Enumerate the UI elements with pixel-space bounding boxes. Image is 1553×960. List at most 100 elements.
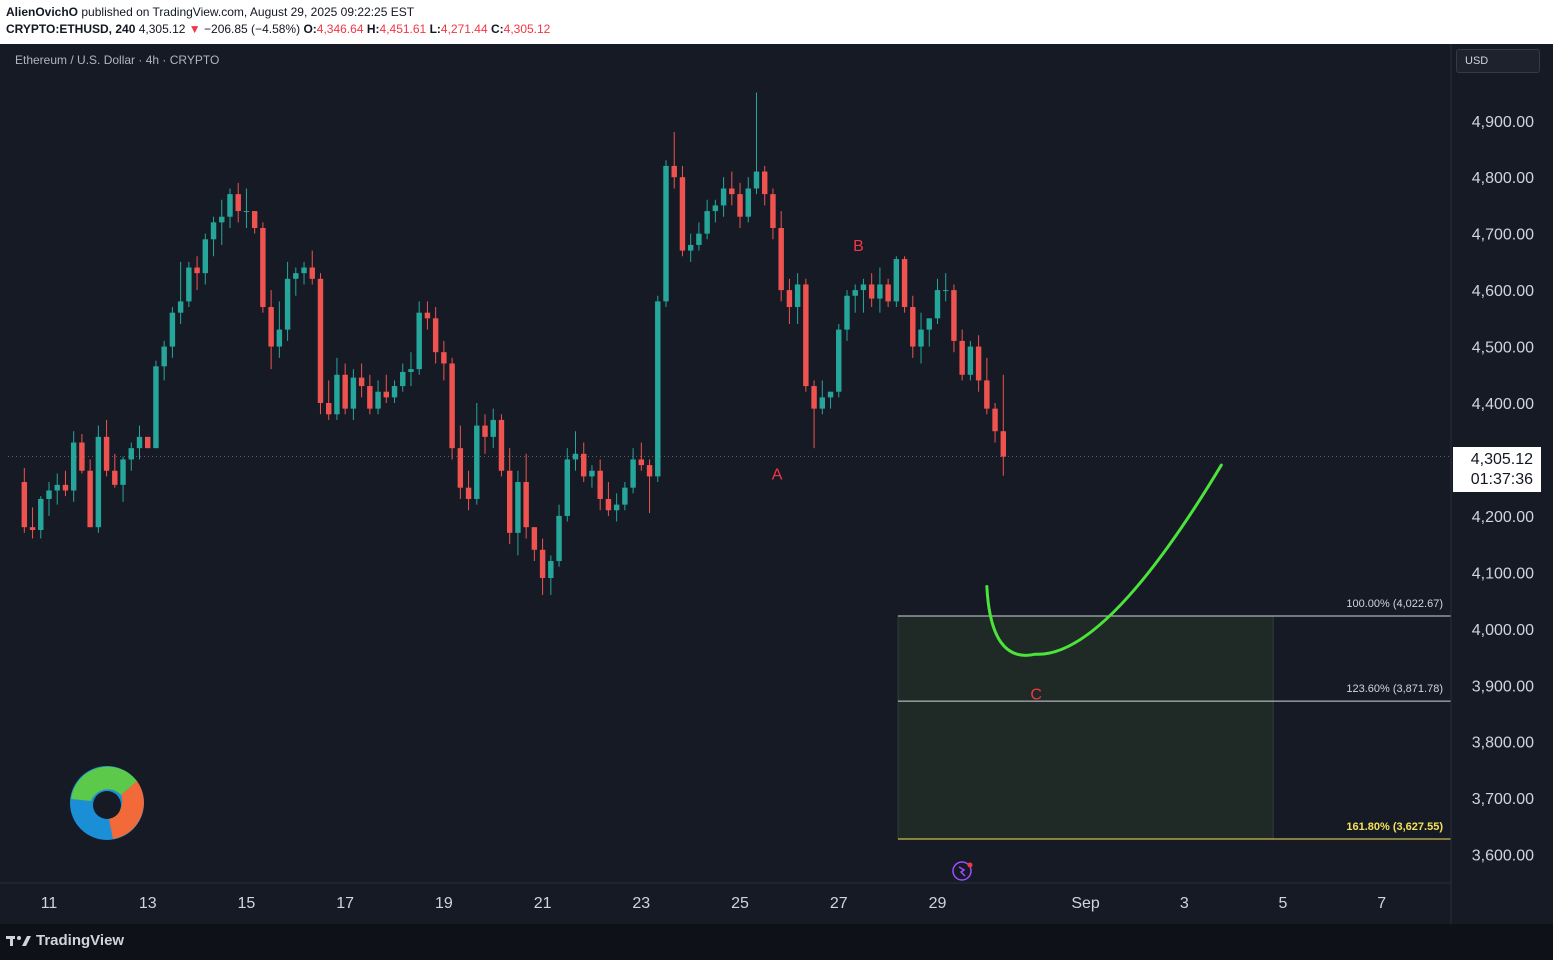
y-tick-label: 3,600.00 <box>1472 848 1534 865</box>
event-marker-ring <box>952 861 972 881</box>
low-value: 4,271.44 <box>440 22 488 36</box>
candle-body <box>679 177 686 251</box>
candle-body <box>942 290 949 292</box>
candle-body <box>844 295 850 330</box>
last-price-value: 4,305.12 <box>1470 451 1533 468</box>
candle-body <box>70 442 77 491</box>
candle-body <box>655 301 661 477</box>
publish-line: AlienOvichO published on TradingView.com… <box>6 5 414 19</box>
y-tick-label: 4,100.00 <box>1472 565 1534 582</box>
candle-body <box>638 459 645 466</box>
x-tick-label: 11 <box>41 895 58 912</box>
candle-body <box>358 377 365 387</box>
projected-path-curve <box>985 463 1223 657</box>
y-tick-label: 4,600.00 <box>1472 283 1534 300</box>
candle-body <box>581 453 587 477</box>
candle-body <box>794 284 801 308</box>
last-price-badge: 4,305.12 01:37:36 <box>1453 447 1541 492</box>
candle-body <box>811 386 817 409</box>
event-marker-icon[interactable] <box>952 861 973 881</box>
candle-body <box>293 273 299 279</box>
candle-body <box>663 165 669 302</box>
candle-body <box>465 487 472 499</box>
y-tick-label: 3,700.00 <box>1472 791 1534 808</box>
candle-body <box>202 239 209 274</box>
candle-body <box>38 498 44 531</box>
candle-body <box>572 453 579 460</box>
candle-body <box>926 318 932 330</box>
candle-body <box>901 259 908 308</box>
candle-body <box>367 386 373 409</box>
candle-body <box>729 188 735 195</box>
candle-body <box>317 278 324 403</box>
candle-body <box>120 459 126 485</box>
candle-body <box>712 205 719 212</box>
candle-body <box>1000 431 1007 457</box>
candle-body <box>687 244 694 251</box>
current-price: 4,305.12 <box>138 22 186 36</box>
candle-body <box>696 233 702 245</box>
close-label: C: <box>490 22 504 36</box>
y-tick-label: 4,700.00 <box>1472 227 1534 244</box>
candle-body <box>506 470 513 533</box>
candle-body <box>959 340 965 375</box>
pane-title: Ethereum / U.S. Dollar · 4h · CRYPTO <box>15 53 220 67</box>
candle-body <box>169 312 176 347</box>
candle-body <box>441 352 447 364</box>
candle-body <box>219 216 225 223</box>
candle-body <box>490 419 496 437</box>
candle-body <box>539 549 546 578</box>
candle-body <box>325 403 332 415</box>
symbol-line: CRYPTO:ETHUSD, 240 4,305.12 ▼ −206.85 (−… <box>6 22 550 36</box>
candle-body <box>177 301 184 313</box>
y-tick-label: 4,900.00 <box>1472 114 1534 131</box>
candle-body <box>95 436 102 528</box>
open-value: 4,346.64 <box>316 22 364 36</box>
candle-body <box>613 504 620 511</box>
candle-body <box>227 194 233 217</box>
currency-button[interactable]: USD <box>1456 49 1540 73</box>
candle-body <box>260 228 266 308</box>
tradingview-brand[interactable]: TradingView <box>6 932 124 949</box>
y-tick-label: 4,000.00 <box>1472 622 1534 639</box>
candle-body <box>868 284 875 299</box>
candle-body <box>136 436 143 449</box>
candle-body <box>745 188 751 217</box>
candle-body <box>531 527 538 550</box>
candle-body <box>309 267 315 279</box>
candle-body <box>910 307 916 347</box>
y-tick-label: 4,800.00 <box>1472 170 1534 187</box>
candle-body <box>408 369 414 372</box>
footer <box>0 924 1553 960</box>
x-tick-label: 19 <box>435 895 453 912</box>
candle-body <box>671 165 677 178</box>
candle-body <box>770 194 776 229</box>
wave-label: B <box>853 238 864 255</box>
candle-body <box>753 171 760 189</box>
candle-body <box>21 482 28 528</box>
candle-body <box>284 278 291 330</box>
chart-area[interactable] <box>0 44 1553 924</box>
x-tick-label: 29 <box>929 895 947 912</box>
fib-target-zone <box>897 615 1274 840</box>
candle-body <box>704 211 710 234</box>
candle-body <box>819 397 826 409</box>
candle-body <box>918 329 924 347</box>
y-tick-label: 3,900.00 <box>1472 678 1534 695</box>
candle-body <box>934 290 941 319</box>
candle-body <box>103 436 110 471</box>
logo-green-segment <box>71 766 137 801</box>
candle-body <box>589 470 595 477</box>
candle-body <box>112 470 118 485</box>
y-tick-label: 4,500.00 <box>1472 340 1534 357</box>
candle-body <box>251 211 258 229</box>
candle-body <box>836 329 842 392</box>
candle-body <box>342 374 348 409</box>
candle-body <box>79 442 85 471</box>
author-name[interactable]: AlienOvichO <box>6 5 79 19</box>
candle-body <box>893 259 900 302</box>
logo-orange-segment <box>109 781 144 839</box>
candle-body <box>622 487 628 505</box>
candle-body <box>210 222 217 240</box>
